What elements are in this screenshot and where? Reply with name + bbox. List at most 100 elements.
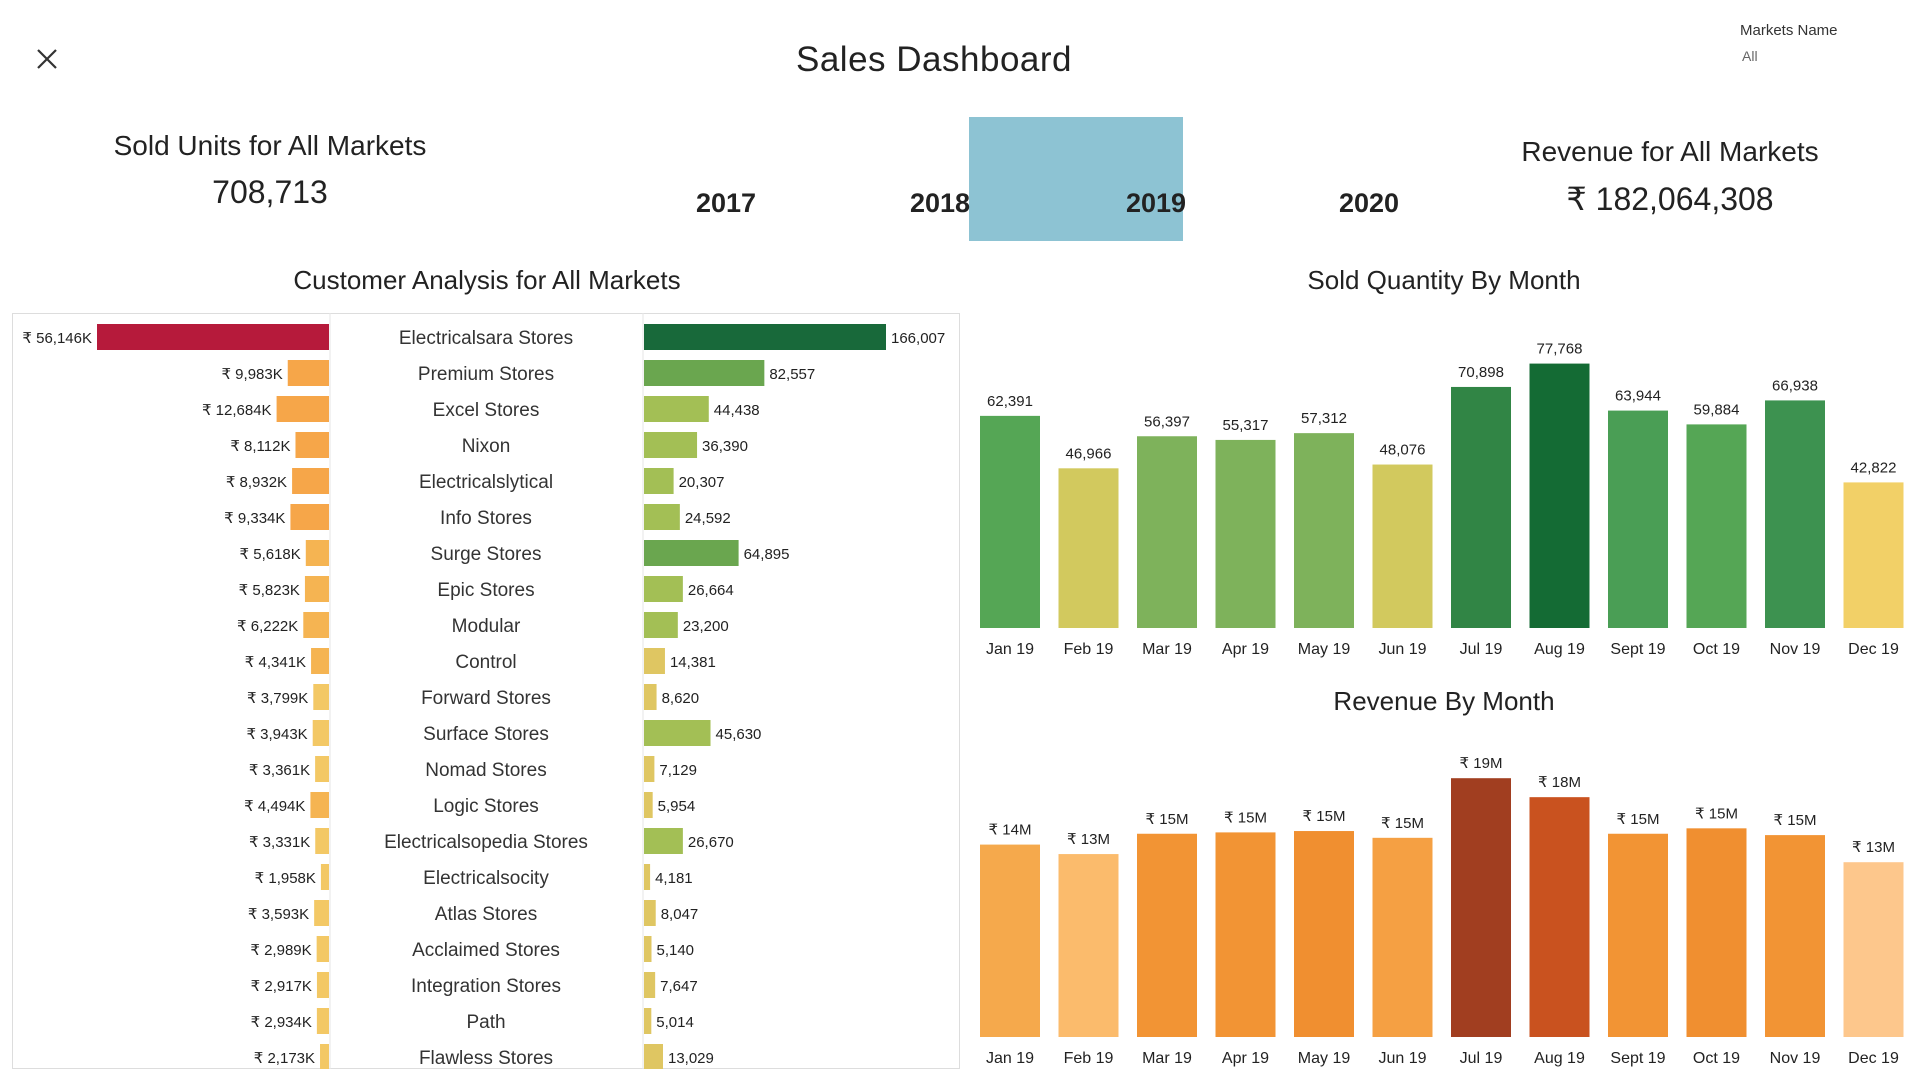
revenue-bar[interactable]	[305, 540, 329, 566]
revenue-bar-label: ₹ 2,917K	[251, 978, 312, 995]
quantity-bar[interactable]	[644, 900, 656, 926]
month-tick-label: Apr 19	[1222, 1050, 1269, 1067]
revenue-bar[interactable]	[313, 684, 329, 710]
quantity-bar[interactable]	[644, 684, 657, 710]
year-2018[interactable]: 2018	[910, 188, 971, 218]
quantity-bar-label: 45,630	[716, 726, 762, 743]
month-bar[interactable]	[980, 844, 1040, 1037]
year-2017[interactable]: 2017	[696, 188, 757, 218]
quantity-bar[interactable]	[644, 720, 711, 746]
quantity-bar[interactable]	[644, 936, 652, 962]
month-bar[interactable]	[1686, 424, 1747, 628]
month-bar[interactable]	[1451, 778, 1511, 1037]
month-bar-label: 62,391	[987, 393, 1033, 410]
month-bar[interactable]	[1608, 410, 1668, 628]
month-bar[interactable]	[1058, 854, 1119, 1037]
year-2019[interactable]: 2019	[1126, 188, 1187, 218]
month-bar[interactable]	[1294, 831, 1354, 1037]
customer-name-label: Electricalsopedia Stores	[384, 832, 588, 853]
revenue-bar[interactable]	[320, 864, 329, 890]
quantity-bar[interactable]	[644, 360, 765, 386]
quantity-bar[interactable]	[644, 1008, 652, 1034]
month-bar[interactable]	[1686, 828, 1747, 1037]
quantity-bar[interactable]	[644, 432, 698, 458]
revenue-bar[interactable]	[320, 1044, 329, 1069]
revenue-bar-label: ₹ 12,684K	[202, 402, 272, 419]
quantity-bar[interactable]	[644, 972, 656, 998]
month-bar[interactable]	[1137, 436, 1197, 628]
revenue-bar[interactable]	[97, 324, 329, 350]
revenue-bar-label: ₹ 6,222K	[237, 618, 298, 635]
revenue-bar[interactable]	[303, 612, 329, 638]
revenue-bar[interactable]	[316, 972, 329, 998]
sold-quantity-chart: 62,391 Jan 19 46,966 Feb 19 56,397 Mar 19 55,3…	[980, 341, 1904, 658]
customer-name-label: Premium Stores	[418, 364, 554, 385]
month-bar[interactable]	[1529, 363, 1590, 628]
quantity-bar[interactable]	[644, 396, 709, 422]
month-bar[interactable]	[1372, 464, 1433, 628]
month-tick-label: Jul 19	[1460, 1050, 1503, 1067]
month-bar[interactable]	[1451, 386, 1511, 628]
quantity-bar-label: 8,047	[661, 906, 699, 923]
revenue-by-month-chart: ₹ 14M Jan 19 ₹ 13M Feb 19 ₹ 15M Mar 19 ₹ 15M Ap…	[980, 755, 1904, 1067]
quantity-bar[interactable]	[644, 648, 665, 674]
revenue-bar[interactable]	[292, 468, 329, 494]
revenue-bar[interactable]	[316, 936, 329, 962]
quantity-bar[interactable]	[644, 792, 653, 818]
quantity-bar[interactable]	[644, 540, 739, 566]
month-bar[interactable]	[1843, 482, 1904, 628]
year-2020[interactable]: 2020	[1339, 188, 1400, 218]
customer-name-label: Excel Stores	[433, 400, 540, 421]
close-icon[interactable]	[34, 46, 60, 72]
revenue-bar[interactable]	[315, 756, 329, 782]
revenue-bar[interactable]	[276, 396, 329, 422]
revenue-bar[interactable]	[287, 360, 329, 386]
revenue-bar[interactable]	[290, 504, 329, 530]
month-bar[interactable]	[1137, 833, 1197, 1037]
customer-name-label: Logic Stores	[433, 796, 539, 817]
quantity-bar[interactable]	[644, 864, 651, 890]
revenue-bar[interactable]	[311, 648, 329, 674]
revenue-bar[interactable]	[304, 576, 329, 602]
month-tick-label: Jul 19	[1460, 641, 1503, 658]
quantity-bar[interactable]	[644, 468, 674, 494]
quantity-bar[interactable]	[644, 828, 683, 854]
month-bar[interactable]	[1843, 862, 1904, 1037]
revenue-bar[interactable]	[310, 792, 329, 818]
month-tick-label: Aug 19	[1534, 1050, 1585, 1067]
month-bar[interactable]	[1529, 797, 1590, 1037]
customer-name-label: Integration Stores	[411, 976, 561, 997]
year-selected-highlight	[969, 117, 1183, 241]
quantity-bar[interactable]	[644, 1044, 663, 1069]
quantity-bar[interactable]	[644, 756, 655, 782]
month-bar[interactable]	[1215, 439, 1276, 628]
month-bar[interactable]	[1215, 832, 1276, 1037]
revenue-bar[interactable]	[312, 720, 329, 746]
month-bar[interactable]	[1765, 400, 1825, 628]
month-bar[interactable]	[1608, 833, 1668, 1037]
revenue-bar[interactable]	[316, 1008, 329, 1034]
customer-name-label: Electricalslytical	[419, 472, 553, 493]
customer-name-label: Epic Stores	[437, 580, 534, 601]
month-bar[interactable]	[980, 415, 1040, 628]
quantity-bar[interactable]	[644, 504, 680, 530]
customer-name-label: Electricalsara Stores	[399, 328, 573, 349]
markets-filter-value[interactable]: All	[1742, 48, 1758, 64]
month-bar-label: ₹ 13M	[1067, 831, 1110, 848]
quantity-bar[interactable]	[644, 576, 683, 602]
month-bar[interactable]	[1058, 468, 1119, 628]
customer-name-label: Nixon	[462, 436, 511, 457]
month-bar[interactable]	[1294, 433, 1354, 628]
quantity-bar[interactable]	[644, 324, 886, 350]
month-bar-label: ₹ 15M	[1224, 809, 1267, 826]
month-bar[interactable]	[1765, 835, 1825, 1037]
quantity-bar[interactable]	[644, 612, 678, 638]
month-bar-label: 55,317	[1223, 417, 1269, 434]
sold-quantity-title: Sold Quantity By Month	[1307, 265, 1581, 295]
month-tick-label: Nov 19	[1770, 1050, 1821, 1067]
revenue-bar[interactable]	[295, 432, 329, 458]
revenue-bar[interactable]	[314, 900, 329, 926]
revenue-bar[interactable]	[315, 828, 329, 854]
customer-name-label: Info Stores	[440, 508, 532, 529]
month-bar[interactable]	[1372, 837, 1433, 1037]
